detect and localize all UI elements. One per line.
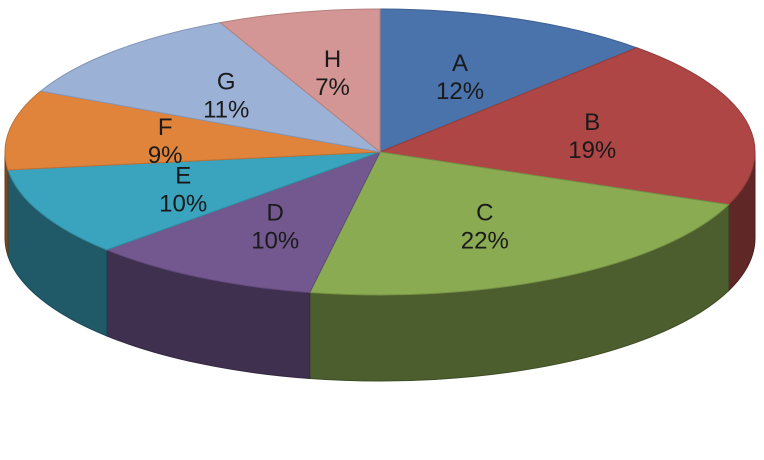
slice-labels: A12%B19%C22%D10%E10%F9%G11%H7% bbox=[148, 46, 616, 255]
slice-percent-label: 22% bbox=[461, 228, 509, 255]
slice-g bbox=[39, 22, 381, 153]
slice-percent-label: 10% bbox=[159, 190, 207, 217]
slice-category-label: D bbox=[267, 200, 284, 227]
slice-a bbox=[379, 8, 639, 153]
slice-category-label: B bbox=[584, 109, 600, 136]
slice-b bbox=[378, 47, 756, 206]
slice-percent-label: 7% bbox=[315, 74, 350, 101]
slice-percent-label: 10% bbox=[251, 228, 299, 255]
slice-percent-label: 19% bbox=[568, 137, 616, 164]
slice-category-label: C bbox=[476, 200, 493, 227]
slice-percent-label: 12% bbox=[436, 78, 484, 105]
pie-side-walls bbox=[4, 151, 756, 382]
pie-slices bbox=[4, 8, 756, 296]
slice-category-label: G bbox=[217, 68, 236, 95]
slice-category-label: H bbox=[324, 46, 341, 73]
slice-percent-label: 9% bbox=[148, 142, 183, 169]
slice-h bbox=[219, 8, 381, 154]
slice-f bbox=[4, 90, 381, 171]
slice-category-label: E bbox=[175, 162, 191, 189]
slice-c bbox=[308, 151, 730, 296]
slice-d bbox=[105, 151, 382, 293]
slice-percent-label: 11% bbox=[203, 96, 249, 123]
slice-category-label: A bbox=[452, 50, 468, 77]
slice-e bbox=[7, 151, 381, 251]
slice-category-label: F bbox=[158, 114, 173, 141]
